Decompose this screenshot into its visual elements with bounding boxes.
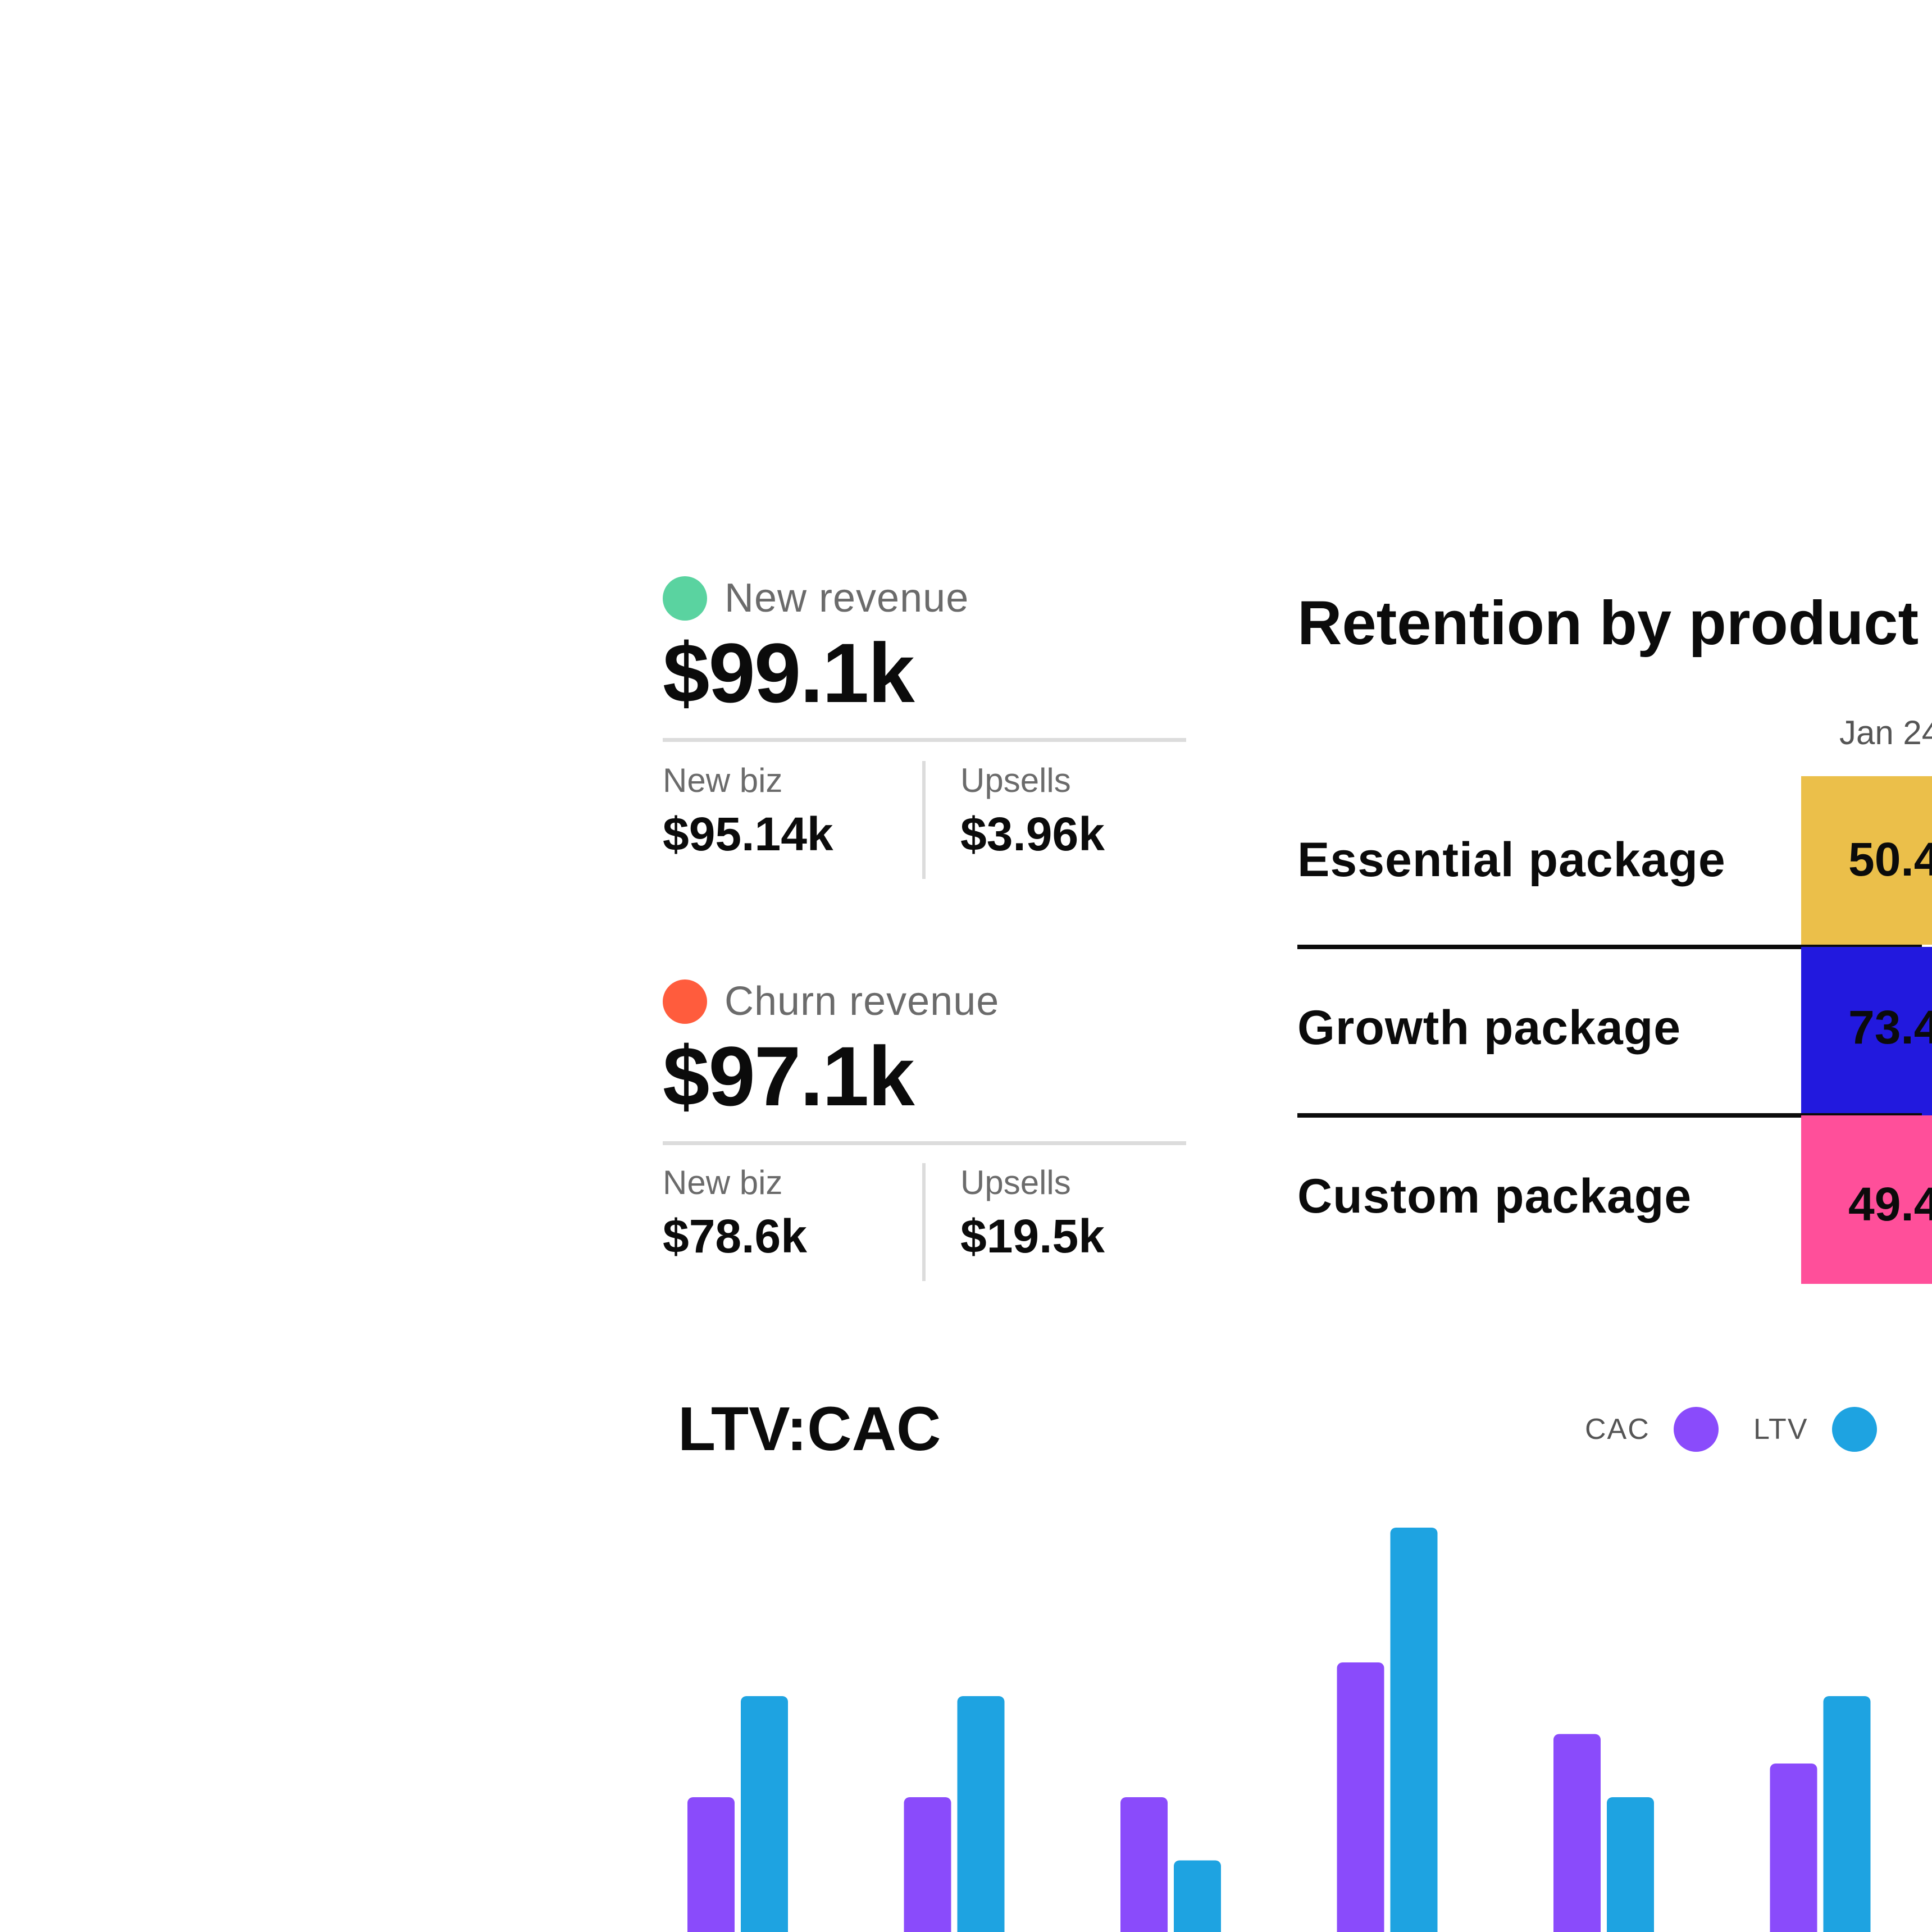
row-divider [1297,945,1922,949]
new-revenue-breakdown: New biz $95.14k Upsells $3.96k [663,761,1186,879]
upsells-label: Upsells [960,762,1071,799]
upsells-value: $3.96k [960,808,1105,860]
divider [922,761,926,879]
row-label-custom: Custom package [1297,1169,1692,1223]
new-biz-column: New biz $78.6k [663,1163,807,1264]
retention-value-growth: 73.4 [1848,1001,1932,1054]
row-label-essential: Essential package [1297,833,1726,887]
retention-cell-essential: 50.4 [1801,776,1932,945]
new-revenue-label: New revenue [724,576,969,621]
retention-value-essential: 50.4 [1848,833,1932,886]
legend-cac-dot-icon [1673,1407,1719,1452]
bar-ltv-3 [1174,1860,1221,1932]
row-divider [1297,1113,1922,1118]
new-revenue-value: $99.1k [663,626,915,720]
retention-row-essential: Essential package 50.4 [1297,776,1932,945]
upsells-column: Upsells $3.96k [960,761,1105,862]
bar-cac-3 [1120,1797,1168,1932]
new-biz-value: $95.14k [663,808,833,860]
bar-cac-1 [687,1797,735,1932]
new-biz-column: New biz $95.14k [663,761,833,862]
bar-ltv-1 [741,1696,788,1932]
churn-revenue-dot-icon [663,979,707,1024]
churn-revenue-value: $97.1k [663,1029,915,1123]
divider [663,1141,1186,1145]
divider [663,738,1186,742]
churn-revenue-card: Churn revenue $97.1k New biz $78.6k Upse… [663,979,1186,1281]
bar-ltv-2 [957,1696,1005,1932]
churn-revenue-label: Churn revenue [724,979,1000,1024]
bar-ltv-5 [1607,1797,1654,1932]
churn-revenue-breakdown: New biz $78.6k Upsells $19.5k [663,1163,1186,1281]
legend-cac-label: CAC [1585,1413,1650,1446]
new-biz-value: $78.6k [663,1210,807,1263]
churn-revenue-header: Churn revenue [663,979,1186,1024]
column-header-jan-24: Jan 24 [1839,714,1932,751]
divider [922,1163,926,1281]
bar-cac-6 [1770,1764,1817,1932]
retention-row-growth: Growth package 73.4 [1297,947,1932,1115]
bar-ltv-6 [1823,1696,1871,1932]
legend-ltv-label: LTV [1753,1413,1808,1446]
ltv-cac-title: LTV:CAC [678,1395,941,1464]
new-revenue-dot-icon [663,576,707,621]
retention-cell-growth: 73.4 [1801,947,1932,1115]
retention-title: Retention by product [1297,589,1919,658]
row-label-growth: Growth package [1297,1001,1682,1055]
retention-cell-custom: 49.4 [1801,1115,1932,1284]
retention-value-custom: 49.4 [1848,1178,1932,1231]
legend-ltv: LTV [1753,1407,1877,1452]
bar-cac-2 [904,1797,951,1932]
bar-cac-5 [1553,1734,1601,1932]
upsells-value: $19.5k [960,1210,1105,1263]
upsells-column: Upsells $19.5k [960,1163,1105,1264]
legend-cac: CAC [1585,1407,1719,1452]
bar-ltv-4 [1390,1528,1438,1932]
new-revenue-header: New revenue [663,576,1186,621]
upsells-label: Upsells [960,1164,1071,1201]
new-revenue-card: New revenue $99.1k New biz $95.14k Upsel… [663,576,1186,879]
retention-row-custom: Custom package 49.4 [1297,1115,1932,1284]
new-biz-label: New biz [663,1164,783,1201]
bar-cac-4 [1337,1662,1384,1932]
legend-ltv-dot-icon [1831,1407,1877,1452]
new-biz-label: New biz [663,762,783,799]
